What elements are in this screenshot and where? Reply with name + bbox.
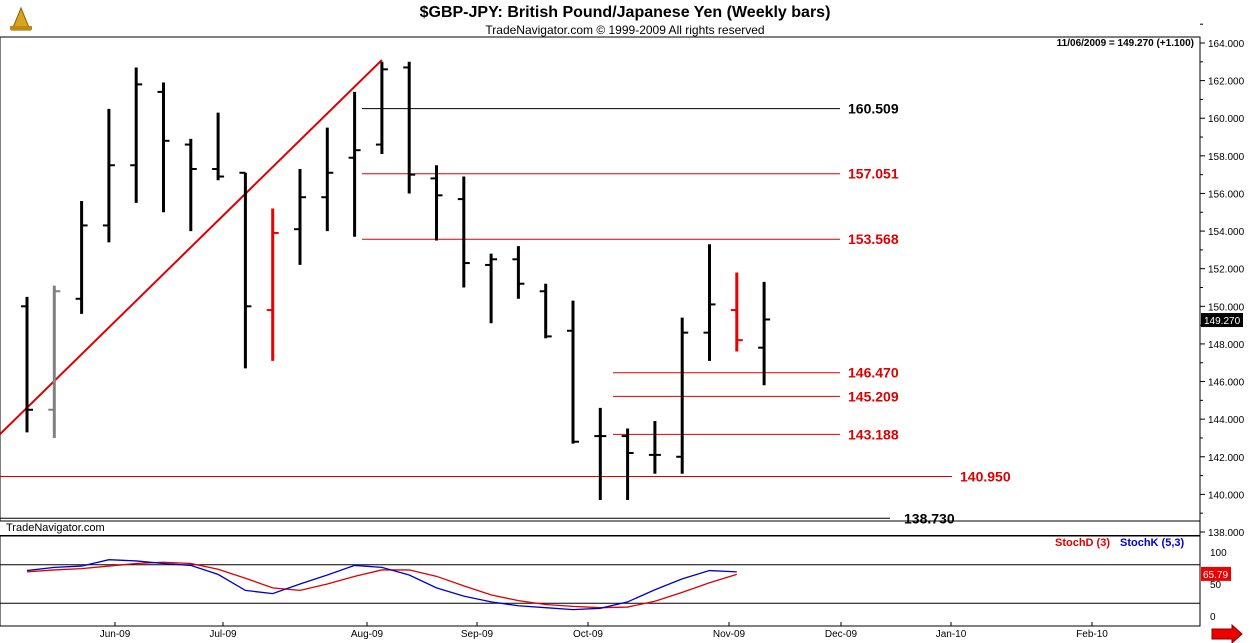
stoch-tick-label: 100	[1210, 548, 1227, 559]
stoch-value-label: 65.79	[1203, 570, 1228, 581]
price-bar	[512, 246, 525, 299]
y-tick-label: 150.000	[1208, 302, 1245, 313]
stochk-line	[26, 559, 737, 611]
y-tick-label: 146.000	[1208, 378, 1245, 389]
y-axis: 138.000 140.000 142.000 144.000 146.000 148.0…	[1200, 23, 1245, 539]
price-bar	[266, 208, 279, 361]
x-tick-label: Oct-09	[573, 629, 603, 640]
level-label: 138.730	[904, 510, 955, 526]
x-tick-label: Jun-09	[100, 629, 131, 640]
x-tick-label: Dec-09	[825, 629, 858, 640]
price-bar	[539, 283, 552, 339]
price-bar	[48, 285, 61, 438]
price-bar	[758, 281, 771, 386]
y-tick-label: 142.000	[1208, 453, 1245, 464]
y-tick-label: 148.000	[1208, 340, 1245, 351]
price-bar	[130, 67, 143, 203]
chart-subtitle: TradeNavigator.com © 1999-2009 All right…	[485, 23, 765, 37]
price-bar	[212, 112, 225, 181]
stoch-panel-frame	[0, 535, 1201, 627]
level-label: 145.209	[848, 388, 899, 404]
y-tick-label: 156.000	[1208, 189, 1245, 200]
stoch-y-axis: 100 50 0 65.79	[1201, 548, 1231, 623]
level-label: 157.051	[848, 166, 899, 182]
levels-layer: 160.509 157.051 153.568 146.470 145.209 143.1…	[0, 101, 1011, 526]
y-tick-label: 162.000	[1208, 77, 1245, 88]
level-label: 146.470	[848, 365, 899, 381]
price-bar	[294, 169, 306, 265]
y-tick-label: 154.000	[1208, 227, 1245, 238]
x-tick-label: Jul-09	[209, 629, 237, 640]
x-tick-label: Aug-09	[351, 629, 384, 640]
stoch-tick-label: 50	[1210, 580, 1222, 591]
price-bar	[430, 165, 443, 241]
price-bar	[703, 244, 716, 361]
x-axis: Jun-09 Jul-09 Aug-09 Sep-09 Oct-09 Nov-09 Dec-…	[100, 622, 1108, 640]
last-price-tag	[1201, 313, 1243, 328]
y-tick-label: 152.000	[1208, 265, 1245, 276]
y-tick-label: 140.000	[1208, 490, 1245, 501]
level-label: 140.950	[960, 469, 1011, 485]
level-label: 160.509	[848, 101, 899, 117]
price-bar	[485, 253, 498, 324]
price-bar	[676, 317, 689, 474]
chart-title: $GBP-JPY: British Pound/Japanese Yen (We…	[419, 4, 831, 21]
forward-arrow-icon[interactable]	[1211, 623, 1243, 643]
x-tick-label: Sep-09	[461, 629, 494, 640]
y-tick-label: 164.000	[1208, 39, 1245, 50]
price-bar	[184, 138, 197, 232]
stochd-line	[26, 561, 737, 609]
price-bar	[348, 91, 361, 237]
watermark: TradeNavigator.com	[6, 522, 105, 534]
price-bar	[375, 61, 388, 154]
trendline-layer	[0, 59, 383, 435]
price-bar	[621, 428, 634, 501]
last-quote: 11/06/2009 = 149.270 (+1.100)	[1056, 38, 1194, 49]
price-bar	[567, 300, 579, 444]
stochastic-layer	[0, 559, 1200, 611]
level-label: 143.188	[848, 426, 899, 442]
price-bar	[730, 272, 743, 352]
x-tick-label: Jan-10	[936, 629, 967, 640]
trade-navigator-logo	[8, 6, 34, 32]
price-bar	[21, 296, 33, 433]
legend-stochk: StochK (5,3)	[1120, 537, 1185, 549]
price-bar	[648, 421, 661, 474]
last-price-label: 149.270	[1204, 316, 1241, 327]
price-bar	[457, 176, 470, 288]
price-bar	[157, 82, 170, 213]
level-label: 153.568	[848, 231, 899, 247]
price-bars-layer	[21, 61, 771, 501]
y-tick-label: 158.000	[1208, 152, 1245, 163]
price-bar	[239, 171, 252, 369]
y-tick-label: 144.000	[1208, 415, 1245, 426]
price-bar	[75, 200, 88, 314]
trendline	[0, 59, 383, 435]
x-tick-label: Feb-10	[1076, 629, 1108, 640]
price-bar	[321, 127, 334, 232]
x-tick-label: Nov-09	[713, 629, 746, 640]
legend-stochd: StochD (3)	[1055, 537, 1110, 549]
price-bar	[594, 407, 607, 501]
y-tick-label: 160.000	[1208, 114, 1245, 125]
stoch-tick-label: 0	[1210, 612, 1216, 623]
stoch-value-tag	[1201, 566, 1231, 581]
price-bar	[102, 108, 115, 243]
price-bar	[403, 61, 416, 194]
y-tick-label: 138.000	[1208, 528, 1245, 539]
